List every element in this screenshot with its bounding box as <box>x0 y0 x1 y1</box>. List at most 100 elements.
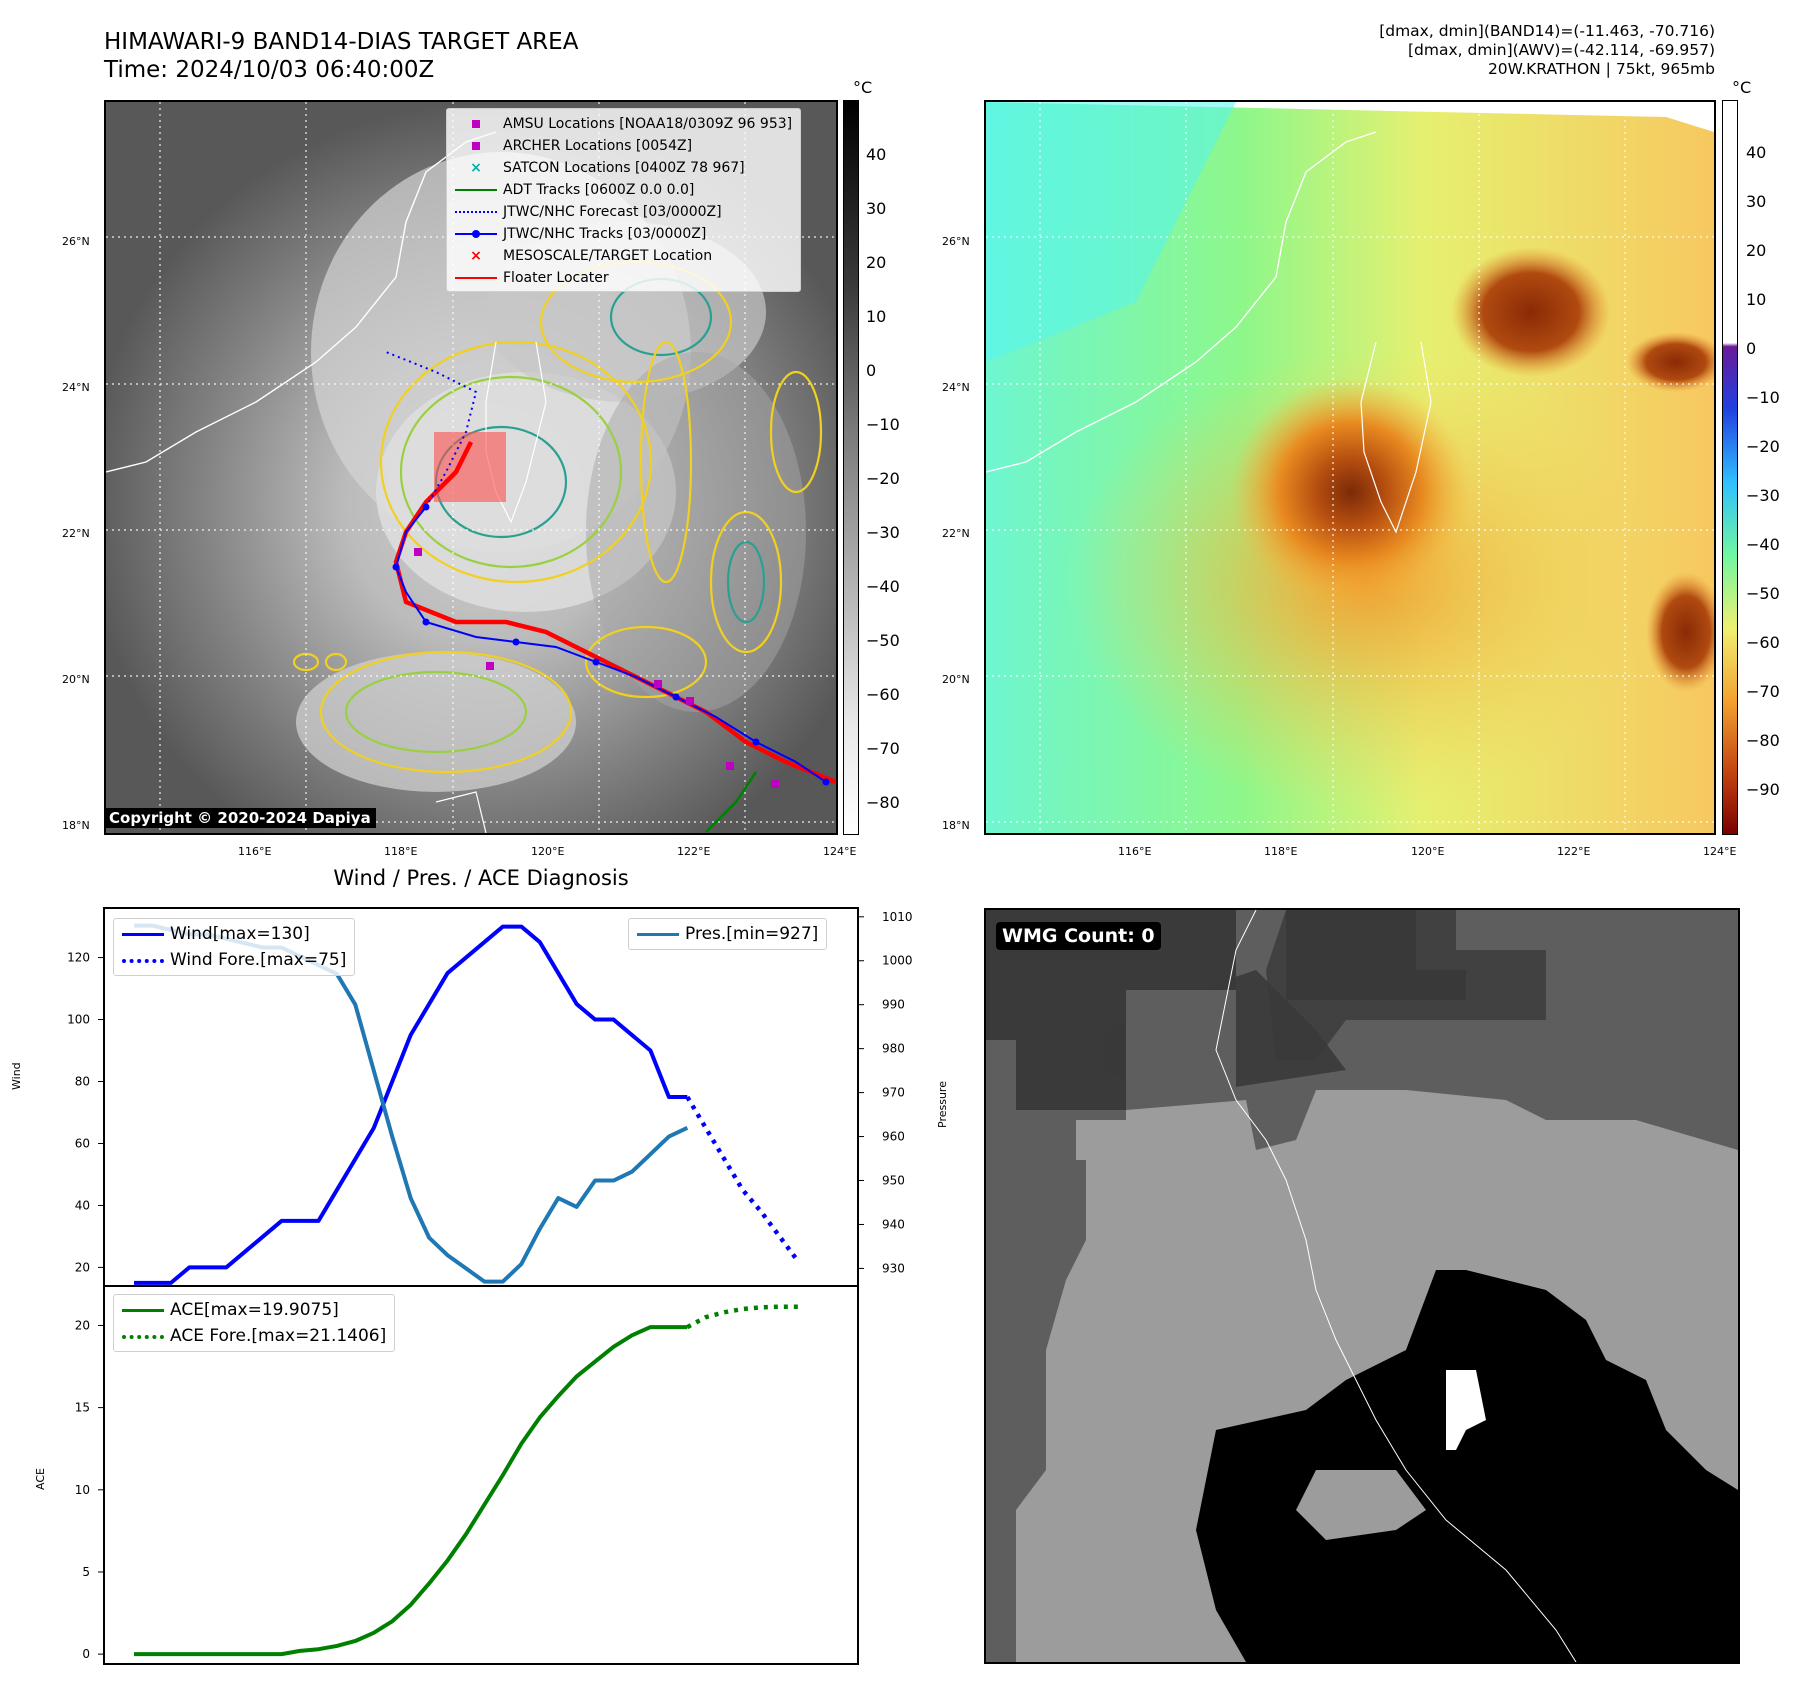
square-marker-icon <box>455 117 497 131</box>
latitude-tick-label: 20°N <box>942 673 970 686</box>
latitude-tick-label: 18°N <box>62 819 90 832</box>
colorbar-tick-label: 10 <box>866 307 887 326</box>
longitude-tick-label: 118°E <box>384 845 418 858</box>
ace-ytick-label: 15 <box>75 1401 90 1415</box>
pressure-ytick-label: 980 <box>882 1042 905 1056</box>
legend-jtwc-tracks: JTWC/NHC Tracks [03/0000Z] <box>455 223 792 245</box>
wind-ytick-label: 20 <box>75 1260 90 1274</box>
storm-info-awv: [dmax, dmin](AWV)=(-42.114, -69.957) <box>1408 41 1715 59</box>
square-marker-icon <box>455 139 497 153</box>
colorbar-tick-label: 40 <box>866 145 887 164</box>
ace-ytick-label: 0 <box>82 1647 90 1661</box>
colorbar-tick-label: −80 <box>1746 731 1780 750</box>
colorbar-tick-label: −80 <box>866 793 900 812</box>
wind-ytick-label: 60 <box>75 1136 90 1150</box>
ace-ytick-label: 5 <box>82 1565 90 1579</box>
colorbar-tick-label: 30 <box>866 199 887 218</box>
pressure-ytick-label: 970 <box>882 1086 905 1100</box>
series-line-wind <box>134 924 688 1285</box>
wind-ytick-label: 100 <box>67 1013 90 1027</box>
colorbar-tick-label: −20 <box>1746 437 1780 456</box>
colorbar-right-unit: °C <box>1732 78 1752 97</box>
series-line-wind-fore- <box>685 1095 800 1263</box>
latitude-tick-label: 24°N <box>942 381 970 394</box>
latitude-tick-label: 22°N <box>62 527 90 540</box>
colorbar-tick-label: −50 <box>1746 584 1780 603</box>
latitude-tick-label: 20°N <box>62 673 90 686</box>
legend-ace-forecast: ACE Fore.[max=21.1406] <box>122 1323 386 1349</box>
figure-title-line1: HIMAWARI-9 BAND14-DIAS TARGET AREA <box>104 29 579 55</box>
legend-mesoscale: × MESOSCALE/TARGET Location <box>455 245 792 267</box>
legend-adt: ADT Tracks [0600Z 0.0 0.0] <box>455 179 792 201</box>
legend-pressure: Pres.[min=927] <box>637 921 818 947</box>
colorbar-tick-label: −50 <box>866 631 900 650</box>
legend-satcon: × SATCON Locations [0400Z 78 967] <box>455 157 792 179</box>
colorbar-tick-label: −70 <box>1746 682 1780 701</box>
longitude-tick-label: 116°E <box>238 845 272 858</box>
awv-map-image <box>986 102 1714 833</box>
legend-archer: ARCHER Locations [0054Z] <box>455 135 792 157</box>
longitude-tick-label: 124°E <box>823 845 857 858</box>
dotted-line-icon <box>122 1329 164 1343</box>
line-marker-icon <box>637 927 679 941</box>
colorbar-tick-label: −90 <box>1746 780 1780 799</box>
dotted-line-icon <box>122 953 164 967</box>
latitude-tick-label: 24°N <box>62 381 90 394</box>
colorbar-left <box>843 100 859 835</box>
wind-ytick-label: 120 <box>67 951 90 965</box>
colorbar-tick-label: −30 <box>866 523 900 542</box>
series-line-ace <box>134 1325 688 1657</box>
awv-map-panel <box>984 100 1716 835</box>
latitude-tick-label: 26°N <box>942 235 970 248</box>
longitude-tick-label: 124°E <box>1703 845 1737 858</box>
longitude-tick-label: 122°E <box>677 845 711 858</box>
wmg-image <box>986 910 1738 1662</box>
legend-floater: Floater Locater <box>455 267 792 289</box>
colorbar-tick-label: −40 <box>1746 535 1780 554</box>
pressure-ytick-label: 940 <box>882 1217 905 1231</box>
pressure-axis-label: Pressure <box>936 1081 949 1128</box>
pressure-ytick-label: 930 <box>882 1261 905 1275</box>
longitude-tick-label: 122°E <box>1557 845 1591 858</box>
pressure-ytick-label: 990 <box>882 998 905 1012</box>
colorbar-tick-label: 0 <box>866 361 877 380</box>
colorbar-tick-label: −60 <box>866 685 900 704</box>
colorbar-tick-label: −40 <box>866 577 900 596</box>
pressure-ytick-label: 1000 <box>882 954 913 968</box>
colorbar-tick-label: 20 <box>866 253 887 272</box>
x-marker-icon: × <box>470 160 482 176</box>
colorbar-tick-label: 30 <box>1746 192 1767 211</box>
longitude-tick-label: 118°E <box>1264 845 1298 858</box>
colorbar-left-unit: °C <box>853 78 873 97</box>
line-marker-icon <box>122 1303 164 1317</box>
wmg-count-badge: WMG Count: 0 <box>996 922 1161 950</box>
chart-title: Wind / Pres. / ACE Diagnosis <box>333 866 629 890</box>
map-legend: AMSU Locations [NOAA18/0309Z 96 953] ARC… <box>446 108 802 292</box>
legend-jtwc-forecast: JTWC/NHC Forecast [03/0000Z] <box>455 201 792 223</box>
storm-info-band14: [dmax, dmin](BAND14)=(-11.463, -70.716) <box>1379 22 1715 40</box>
wind-legend: Wind[max=130] Wind Fore.[max=75] <box>113 918 356 976</box>
storm-info: [dmax, dmin](BAND14)=(-11.463, -70.716) … <box>1379 22 1715 79</box>
longitude-tick-label: 116°E <box>1118 845 1152 858</box>
colorbar-tick-label: −70 <box>866 739 900 758</box>
colorbar-tick-label: −30 <box>1746 486 1780 505</box>
line-marker-icon <box>455 271 497 285</box>
colorbar-tick-label: −10 <box>866 415 900 434</box>
ace-axis-label: ACE <box>34 1468 47 1490</box>
colorbar-tick-label: 10 <box>1746 290 1767 309</box>
series-line-pres- <box>134 923 689 1284</box>
figure-title-line2: Time: 2024/10/03 06:40:00Z <box>104 57 435 83</box>
ace-ytick-label: 20 <box>75 1318 90 1332</box>
longitude-tick-label: 120°E <box>531 845 565 858</box>
x-marker-icon: × <box>470 248 482 264</box>
colorbar-tick-label: −60 <box>1746 633 1780 652</box>
storm-info-summary: 20W.KRATHON | 75kt, 965mb <box>1487 60 1715 78</box>
figure-title: HIMAWARI-9 BAND14-DIAS TARGET AREA Time:… <box>104 28 578 84</box>
colorbar-tick-label: 0 <box>1746 339 1757 358</box>
legend-wind: Wind[max=130] <box>122 921 346 947</box>
ace-ytick-label: 10 <box>75 1483 90 1497</box>
dotted-line-icon <box>455 205 497 219</box>
latitude-tick-label: 26°N <box>62 235 90 248</box>
legend-wind-forecast: Wind Fore.[max=75] <box>122 947 346 973</box>
wind-ytick-label: 40 <box>75 1198 90 1212</box>
